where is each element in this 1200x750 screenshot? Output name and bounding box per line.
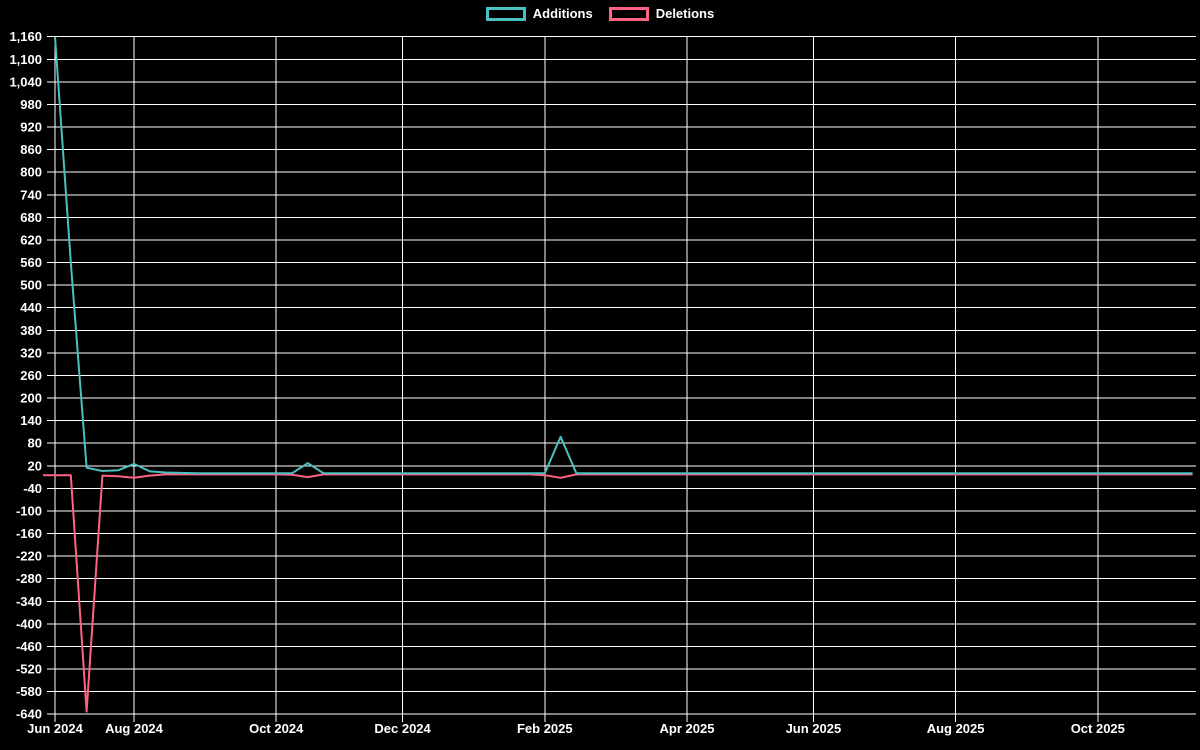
deletions-color-swatch <box>608 7 649 21</box>
y-tick-label: -220 <box>16 549 42 564</box>
y-tick-label: 1,160 <box>9 29 42 44</box>
y-tick-label: 980 <box>20 97 42 112</box>
y-tick-label: 200 <box>20 391 42 406</box>
additions-line <box>54 36 1193 475</box>
y-tick-label: 860 <box>20 142 42 157</box>
y-tick-label: 1,040 <box>9 74 42 89</box>
legend-label-deletions: Deletions <box>655 6 715 21</box>
y-tick-label: -640 <box>16 707 42 722</box>
y-tick-label: 800 <box>20 165 42 180</box>
y-tick-label: 500 <box>20 278 42 293</box>
y-tick-label: 140 <box>20 413 42 428</box>
y-tick-label: -40 <box>23 481 42 496</box>
y-tick-label: 920 <box>20 120 42 135</box>
y-tick-label: 680 <box>20 210 42 225</box>
y-tick-label: -280 <box>16 571 42 586</box>
y-tick-label: -340 <box>16 594 42 609</box>
x-tick-label: Oct 2024 <box>249 721 304 736</box>
y-tick-label: 1,100 <box>9 52 42 67</box>
y-tick-label: 620 <box>20 232 42 247</box>
x-tick-label: Apr 2025 <box>660 721 715 736</box>
y-tick-label: -520 <box>16 662 42 677</box>
y-tick-label: -160 <box>16 526 42 541</box>
y-tick-label: 320 <box>20 345 42 360</box>
x-tick-label: Feb 2025 <box>517 721 573 736</box>
legend-label-additions: Additions <box>532 6 593 21</box>
y-tick-label: -100 <box>16 503 42 518</box>
y-tick-label: 440 <box>20 300 42 315</box>
y-tick-label: 380 <box>20 323 42 338</box>
x-tick-label: Jun 2025 <box>786 721 842 736</box>
x-tick-label: Aug 2024 <box>105 721 164 736</box>
y-tick-label: 260 <box>20 368 42 383</box>
x-tick-label: Aug 2025 <box>927 721 985 736</box>
legend-item-deletions[interactable]: Deletions <box>608 6 715 21</box>
chart-legend: Additions Deletions <box>0 7 1200 21</box>
legend-item-additions[interactable]: Additions <box>485 6 593 21</box>
y-tick-label: -400 <box>16 616 42 631</box>
x-tick-label: Dec 2024 <box>374 721 431 736</box>
x-tick-label: Jun 2024 <box>27 721 83 736</box>
y-tick-label: -580 <box>16 684 42 699</box>
y-tick-label: 560 <box>20 255 42 270</box>
additions-color-swatch <box>485 7 526 21</box>
deletions-line <box>43 473 1193 713</box>
y-tick-label: 740 <box>20 187 42 202</box>
x-tick-label: Oct 2025 <box>1071 721 1125 736</box>
y-tick-label: 80 <box>28 436 42 451</box>
y-tick-label: 20 <box>28 458 42 473</box>
y-tick-label: -460 <box>16 639 42 654</box>
